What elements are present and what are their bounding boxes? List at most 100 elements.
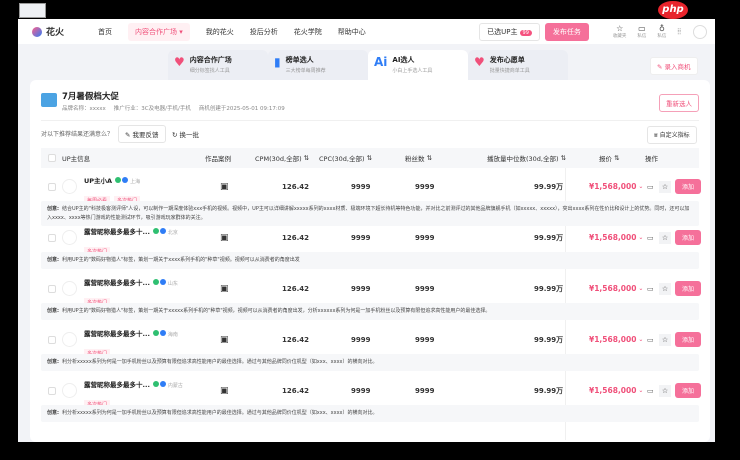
tab-content-square[interactable]: ♥ 内容合作广场 细分标签找人工具 [168,50,268,80]
col-price[interactable]: 报价 ⇅ [599,154,620,163]
feedback-question: 对以下推荐结果还满意么？ [41,131,114,138]
campaign-title: 7月暑假档大促 [62,92,119,102]
video-icon[interactable]: ▣ [220,181,229,192]
price-dropdown[interactable]: ¥1,568,000 ⌄ [589,284,644,293]
star-icon[interactable]: ☆ [659,384,671,397]
row-checkbox[interactable] [48,386,56,395]
row-checkbox[interactable] [48,233,56,242]
apps-button[interactable]: ⦙⦙ [677,27,681,37]
publish-task-button[interactable]: 发布任务 [544,22,589,41]
star-icon[interactable]: ☆ [659,282,671,295]
selected-up-button[interactable]: 已选UP主 99 [479,22,540,41]
campaign-meta: 品牌名称：xxxxx 推广行业：3C及电器/手机/手机 商机创建于2025-05-0… [62,106,285,112]
avatar[interactable] [62,332,77,347]
up-name[interactable]: UP主小A [84,176,113,185]
price-dropdown[interactable]: ¥1,568,000 ⌄ [589,233,644,242]
tab-ranking[interactable]: ▮ 榜单选人 三大榜单每周推荐 [268,50,368,80]
video-icon[interactable]: ▣ [220,385,229,396]
user-avatar[interactable] [693,24,707,39]
col-up-info: UP主信息 [62,155,91,163]
video-icon[interactable]: ▣ [220,283,229,294]
star-icon[interactable]: ☆ [659,180,671,193]
divider [41,120,699,121]
logo-icon [32,26,42,37]
feedback-button[interactable]: ✎ 我要反馈 [118,125,166,143]
comment-icon[interactable]: ▭ [647,233,654,242]
table-row: 露营昵称最多最多十... 北京 多次热门 ▣ 126.42 9999 9999 9… [41,223,702,274]
logo[interactable]: 花火 [32,25,92,38]
avatar[interactable] [62,383,77,398]
row-checkbox[interactable] [48,284,56,293]
row-checkbox[interactable] [48,335,56,344]
price-dropdown[interactable]: ¥1,568,000 ⌄ [589,182,644,191]
tool-tabs: ♥ 内容合作广场 细分标签找人工具 ▮ 榜单选人 三大榜单每周推荐 Ai AI选人 小白上手… [168,50,608,80]
nav-academy[interactable]: 花火学院 [293,27,322,36]
swap-batch-button[interactable]: ↻ 换一批 [172,131,200,139]
nav-content-square[interactable]: 内容合作广场 ▾ [128,22,190,41]
price-dropdown[interactable]: ¥1,568,000 ⌄ [589,386,644,395]
verified-green-icon [152,329,159,336]
cpc-value: 9999 [351,182,371,191]
video-icon[interactable]: ▣ [220,232,229,243]
price-dropdown[interactable]: ¥1,568,000 ⌄ [589,335,644,344]
comment-icon[interactable]: ▭ [647,335,654,344]
messages-button[interactable]: ▭ 私信 [637,24,647,39]
up-name[interactable]: 露营昵称最多最多十... [84,380,150,389]
message-icon: ▭ [638,24,646,33]
tag: 每周必看 [84,195,111,205]
table-row: 露营昵称最多最多十...内蒙古 多次热门 ▣ 126.42 9999 9999 … [41,376,702,427]
up-name[interactable]: 露营昵称最多最多十... [84,227,150,236]
verified-blue-icon [159,380,166,387]
col-fans[interactable]: 粉丝数 ⇅ [405,154,433,163]
cpc-value: 9999 [351,233,371,242]
col-cpc[interactable]: CPC(30d,全部) ⇅ [319,154,373,163]
add-button[interactable]: 添加 [675,383,702,398]
recommendation-card: 7月暑假档大促 品牌名称：xxxxx 推广行业：3C及电器/手机/手机 商机创建于2… [30,80,710,442]
avatar[interactable] [62,281,77,296]
star-icon: ☆ [616,24,624,33]
reselect-button[interactable]: 重新选人 [659,94,699,112]
custom-metrics-button[interactable]: ⩸ 自定义指标 [647,126,697,144]
video-icon[interactable]: ▣ [220,334,229,345]
col-play[interactable]: 播放量中位数(30d,全部) ⇅ [487,154,567,163]
tab-ai-select[interactable]: Ai AI选人 小白上手选人工具 [368,50,468,80]
comment-icon[interactable]: ▭ [647,182,654,191]
creative-note: 创意: 利分析xxxxx系列为何是一加手机粉丝以及预算有限但追求高性能用户的最佳选… [41,354,699,371]
window-tab-thumbnail [19,3,46,18]
wish-icon: ♥ [474,55,485,69]
tab-wishlist[interactable]: ♥ 发布心愿单 批量快捷商单工具 [468,50,568,80]
verified-green-icon [152,278,159,285]
record-opportunity-button[interactable]: ✎ 录入商机 [650,57,698,75]
tag: 多次热门 [114,195,141,205]
up-name[interactable]: 露营昵称最多最多十... [84,278,150,287]
location: 内蒙古 [167,382,183,389]
location: 上海 [130,178,141,185]
nav-help[interactable]: 帮助中心 [337,27,366,36]
verified-blue-icon [159,278,166,285]
table-row: 露营昵称最多最多十... 山东 多次热门 ▣ 126.42 9999 9999 9… [41,274,702,325]
add-button[interactable]: 添加 [675,230,702,245]
comment-icon[interactable]: ▭ [647,386,654,395]
add-button[interactable]: 添加 [675,332,702,347]
avatar[interactable] [62,230,77,245]
nav-my-huahuo[interactable]: 我的花火 [205,27,234,36]
fans-value: 9999 [415,386,435,395]
nav-analytics[interactable]: 投后分析 [249,27,278,36]
verified-blue-icon [159,329,166,336]
comment-icon[interactable]: ▭ [647,284,654,293]
add-button[interactable]: 添加 [675,179,702,194]
avatar[interactable] [62,179,77,194]
select-all-checkbox[interactable] [48,154,56,162]
favorites-button[interactable]: ☆ 收藏夹 [612,24,627,39]
row-checkbox[interactable] [48,182,56,191]
fans-value: 9999 [415,284,435,293]
fans-value: 9999 [415,335,435,344]
up-name[interactable]: 露营昵称最多最多十... [84,329,150,338]
nav-home[interactable]: 首页 [98,27,112,36]
star-icon[interactable]: ☆ [659,333,671,346]
col-cpm[interactable]: CPM(30d,全部) ⇅ [255,154,310,163]
add-button[interactable]: 添加 [675,281,702,296]
cpm-value: 126.42 [282,233,310,242]
notifications-button[interactable]: ♁ 私信 [657,24,667,39]
star-icon[interactable]: ☆ [659,231,671,244]
